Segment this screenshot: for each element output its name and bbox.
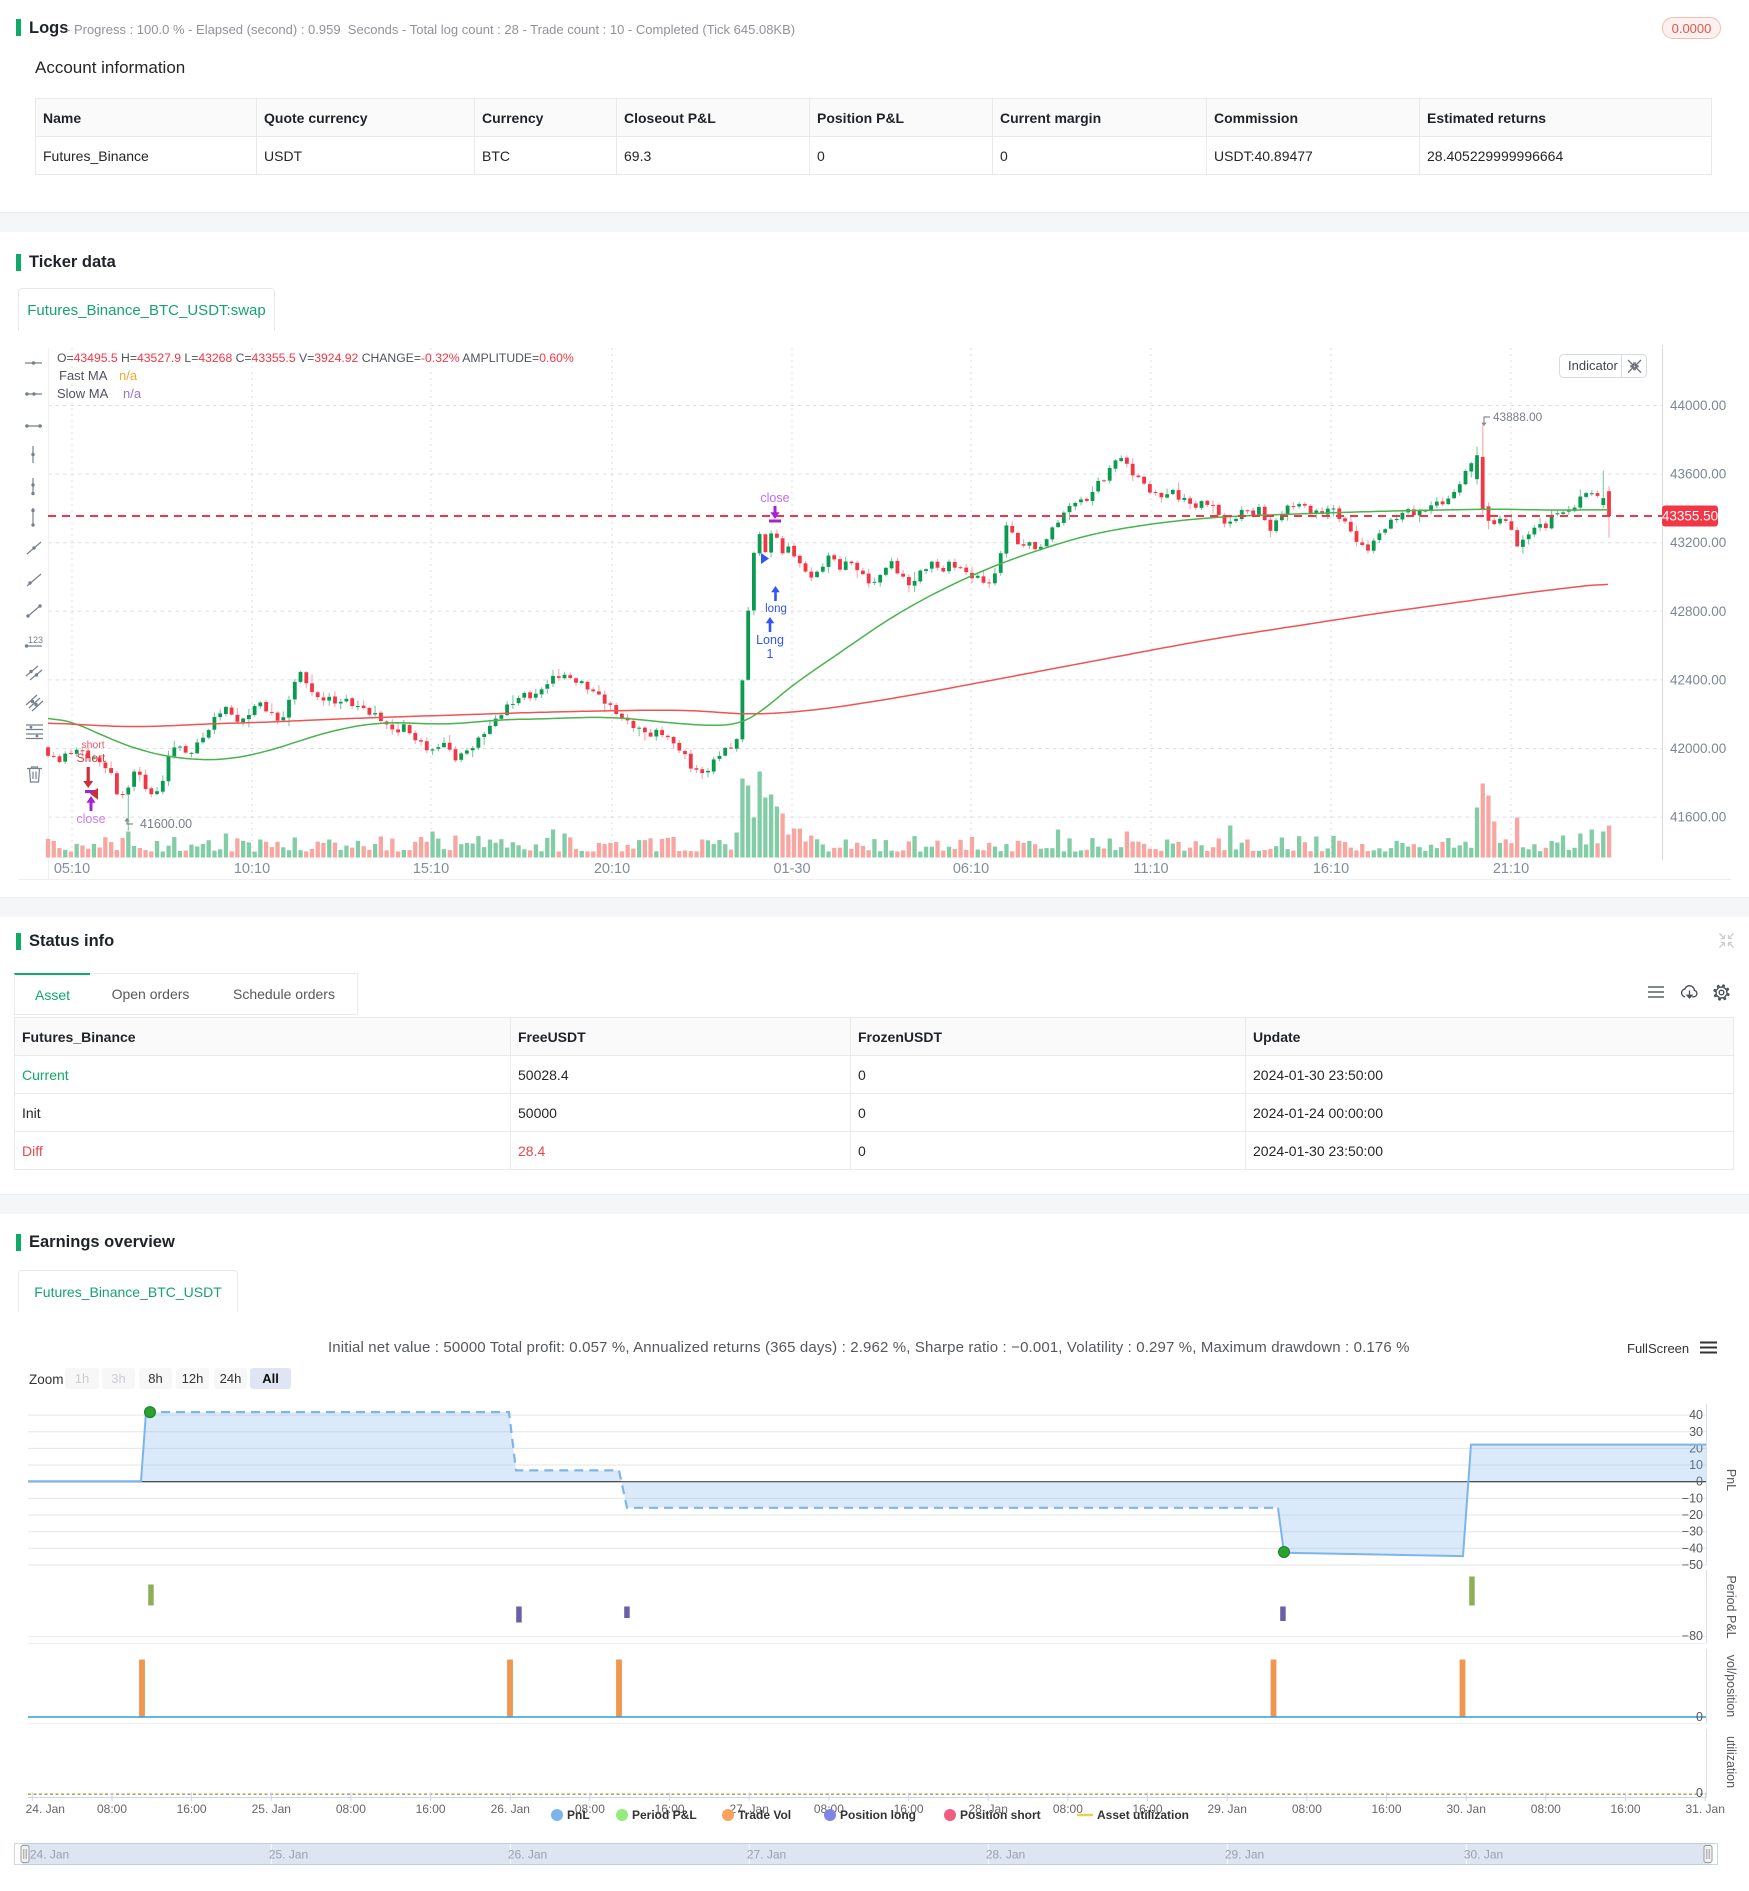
svg-text:16:00: 16:00 [1371, 1802, 1401, 1816]
svg-text:Asset utilization: Asset utilization [1097, 1808, 1189, 1822]
svg-text:08:00: 08:00 [97, 1802, 127, 1816]
svg-text:26. Jan: 26. Jan [491, 1802, 530, 1816]
svg-text:Fast MA: Fast MA [59, 368, 108, 383]
svg-text:31. Jan: 31. Jan [1686, 1802, 1725, 1816]
svg-text:44000.00: 44000.00 [1670, 398, 1726, 413]
svg-text:27. Jan: 27. Jan [747, 1848, 786, 1862]
svg-text:PnL: PnL [1724, 1469, 1738, 1491]
svg-text:Slow MA: Slow MA [57, 386, 109, 401]
svg-text:21:10: 21:10 [1493, 861, 1529, 877]
svg-text:n/a: n/a [123, 386, 142, 401]
svg-text:close: close [760, 491, 789, 505]
svg-text:short: short [81, 739, 104, 751]
svg-text:16:10: 16:10 [1313, 861, 1349, 877]
svg-text:−30: −30 [1682, 1525, 1703, 1539]
svg-text:25. Jan: 25. Jan [252, 1802, 291, 1816]
svg-text:Period P&L: Period P&L [1724, 1575, 1738, 1638]
svg-text:43600.00: 43600.00 [1670, 467, 1726, 482]
svg-text:15:10: 15:10 [413, 861, 449, 877]
svg-text:0: 0 [1696, 1475, 1703, 1489]
svg-text:29. Jan: 29. Jan [1208, 1802, 1247, 1816]
svg-text:28. Jan: 28. Jan [986, 1848, 1025, 1862]
svg-text:16:00: 16:00 [416, 1802, 446, 1816]
svg-text:40: 40 [1689, 1408, 1703, 1422]
svg-text:25. Jan: 25. Jan [269, 1848, 308, 1862]
svg-text:−80: −80 [1682, 1629, 1703, 1643]
svg-text:26. Jan: 26. Jan [508, 1848, 547, 1862]
svg-text:41600.00: 41600.00 [1670, 810, 1726, 825]
svg-text:08:00: 08:00 [336, 1802, 366, 1816]
svg-text:05:10: 05:10 [54, 861, 90, 877]
svg-text:10: 10 [1689, 1458, 1703, 1472]
svg-text:close: close [76, 812, 105, 826]
svg-text:08:00: 08:00 [1053, 1802, 1083, 1816]
svg-text:16:00: 16:00 [1610, 1802, 1640, 1816]
svg-text:01-30: 01-30 [773, 861, 810, 877]
svg-text:08:00: 08:00 [575, 1802, 605, 1816]
svg-text:1: 1 [767, 647, 774, 661]
svg-text:−20: −20 [1682, 1508, 1703, 1522]
svg-text:43355.50: 43355.50 [1662, 509, 1718, 524]
svg-text:vol/position: vol/position [1724, 1655, 1738, 1718]
svg-text:n/a: n/a [119, 368, 138, 383]
svg-text:16:00: 16:00 [894, 1802, 924, 1816]
svg-text:29. Jan: 29. Jan [1225, 1848, 1264, 1862]
svg-text:PnL: PnL [567, 1808, 590, 1822]
svg-text:43888.00: 43888.00 [1493, 410, 1543, 424]
svg-text:0: 0 [1696, 1786, 1703, 1800]
svg-text:16:00: 16:00 [1132, 1802, 1162, 1816]
svg-text:−40: −40 [1682, 1541, 1703, 1555]
svg-text:Position short: Position short [960, 1808, 1041, 1822]
svg-text:20:10: 20:10 [594, 861, 630, 877]
svg-text:Trade Vol: Trade Vol [738, 1808, 791, 1822]
svg-text:16:00: 16:00 [177, 1802, 207, 1816]
svg-text:123: 123 [28, 635, 43, 645]
svg-text:08:00: 08:00 [1292, 1802, 1322, 1816]
svg-text:10:10: 10:10 [234, 861, 270, 877]
svg-text:06:10: 06:10 [953, 861, 989, 877]
svg-text:11:10: 11:10 [1133, 861, 1168, 877]
svg-text:0: 0 [1696, 1710, 1703, 1724]
svg-text:43200.00: 43200.00 [1670, 535, 1726, 550]
svg-text:Indicator: Indicator [1568, 358, 1619, 373]
svg-text:27. Jan: 27. Jan [730, 1802, 769, 1816]
svg-text:−10: −10 [1682, 1491, 1703, 1505]
svg-text:41600.00: 41600.00 [140, 817, 192, 831]
svg-text:08:00: 08:00 [814, 1802, 844, 1816]
svg-text:O=43495.5 H=43527.9 L=43268 C=: O=43495.5 H=43527.9 L=43268 C=43355.5 V=… [57, 351, 574, 365]
svg-text:−50: −50 [1682, 1558, 1703, 1572]
svg-text:Period P&L: Period P&L [632, 1808, 697, 1822]
svg-text:42800.00: 42800.00 [1670, 604, 1726, 619]
svg-text:Position long: Position long [840, 1808, 916, 1822]
svg-text:Short: Short [77, 751, 106, 765]
svg-text:Long: Long [756, 633, 784, 647]
svg-text:utilization: utilization [1724, 1736, 1738, 1788]
svg-text:long: long [765, 603, 787, 615]
svg-text:16:00: 16:00 [655, 1802, 685, 1816]
svg-text:30. Jan: 30. Jan [1447, 1802, 1486, 1816]
svg-text:30: 30 [1689, 1425, 1703, 1439]
svg-text:42000.00: 42000.00 [1670, 741, 1726, 756]
svg-text:30. Jan: 30. Jan [1464, 1848, 1503, 1862]
svg-text:42400.00: 42400.00 [1670, 672, 1726, 687]
svg-text:24. Jan: 24. Jan [30, 1848, 69, 1862]
svg-text:24. Jan: 24. Jan [26, 1802, 65, 1816]
svg-text:08:00: 08:00 [1531, 1802, 1561, 1816]
svg-text:28. Jan: 28. Jan [969, 1802, 1008, 1816]
